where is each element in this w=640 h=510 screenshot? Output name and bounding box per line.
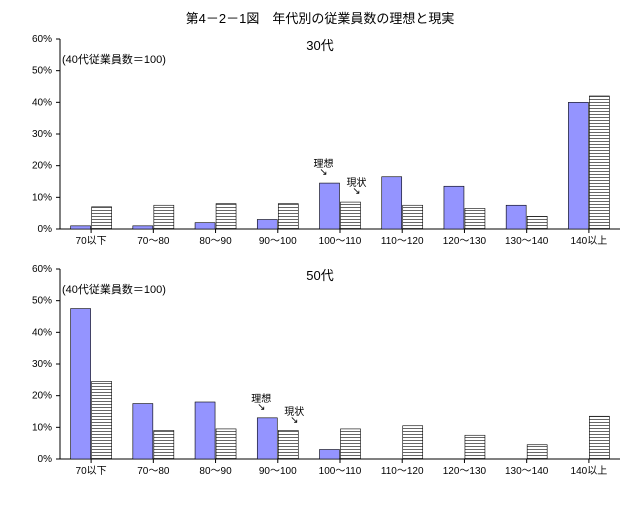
y-tick-label: 30% [32, 359, 52, 370]
charts-container: 30代 (40代従業員数＝100) 0% 10% 20% 30% 40% 50% 60% 70以下… [0, 29, 640, 489]
bar-actual [92, 381, 112, 459]
x-tick-label: 100～110 [319, 466, 362, 477]
chart-panel: 50代 (40代従業員数＝100) 0% 10% 20% 30% 40% 50% 60% 70以下… [10, 259, 630, 489]
anno-ideal: 理想↘ [251, 390, 271, 411]
anno-actual: 現状↘ [284, 403, 304, 424]
y-tick-label: 60% [32, 264, 52, 275]
x-tick-label: 80～90 [199, 236, 232, 247]
x-tick-label: 70以下 [76, 236, 107, 247]
x-tick-label: 140以上 [571, 465, 608, 477]
bar-actual [527, 216, 547, 229]
bar-actual [216, 204, 236, 229]
chart-subtitle: 30代 [306, 35, 333, 54]
x-tick-label: 70以下 [76, 466, 107, 477]
chart-note: (40代従業員数＝100) [62, 51, 166, 67]
y-tick-label: 50% [32, 66, 52, 77]
y-tick-label: 50% [32, 296, 52, 307]
chart-note: (40代従業員数＝100) [62, 281, 166, 297]
bar-ideal [257, 418, 277, 459]
bar-actual [403, 426, 423, 459]
x-tick-label: 110～120 [381, 236, 424, 247]
y-tick-label: 20% [32, 391, 52, 402]
x-tick-label: 120～130 [443, 236, 487, 247]
bar-actual [403, 205, 423, 229]
x-tick-label: 100～110 [319, 236, 362, 247]
bar-actual [92, 207, 112, 229]
bar-ideal [195, 402, 215, 459]
bar-actual [589, 96, 609, 229]
bar-ideal [71, 309, 91, 459]
bar-actual [278, 204, 298, 229]
bar-actual [341, 429, 361, 459]
x-tick-label: 130～140 [505, 236, 549, 247]
bar-actual [278, 431, 298, 460]
figure-title: 第4－2－1図 年代別の従業員数の理想と現実 [0, 0, 640, 29]
bar-ideal [133, 404, 153, 459]
x-tick-label: 120～130 [443, 466, 487, 477]
x-tick-label: 130～140 [505, 466, 549, 477]
bar-ideal [382, 177, 402, 229]
y-tick-label: 20% [32, 161, 52, 172]
bar-ideal [568, 102, 588, 229]
bar-actual [527, 445, 547, 459]
bar-ideal [71, 226, 91, 229]
bar-actual [589, 416, 609, 459]
y-tick-label: 60% [32, 34, 52, 45]
y-tick-label: 0% [38, 454, 53, 465]
x-tick-label: 80～90 [199, 466, 232, 477]
bar-actual [154, 205, 174, 229]
bar-ideal [320, 183, 340, 229]
bar-actual [341, 202, 361, 229]
y-tick-label: 30% [32, 129, 52, 140]
bar-actual [465, 435, 485, 459]
x-tick-label: 140以上 [571, 235, 608, 247]
x-tick-label: 70～80 [137, 466, 170, 477]
anno-ideal: 理想↘ [314, 155, 334, 176]
bar-actual [154, 431, 174, 460]
chart-panel: 30代 (40代従業員数＝100) 0% 10% 20% 30% 40% 50% 60% 70以下… [10, 29, 630, 259]
anno-actual: 現状↘ [347, 174, 367, 195]
y-tick-label: 40% [32, 97, 52, 108]
chart-subtitle: 50代 [306, 265, 333, 284]
y-tick-label: 10% [32, 422, 52, 433]
bar-ideal [506, 205, 526, 229]
bar-actual [465, 208, 485, 229]
y-tick-label: 0% [38, 224, 53, 235]
y-tick-label: 40% [32, 327, 52, 338]
x-tick-label: 90～100 [259, 236, 297, 247]
x-tick-label: 70～80 [137, 236, 170, 247]
bar-ideal [195, 223, 215, 229]
bar-ideal [257, 220, 277, 230]
bar-ideal [444, 186, 464, 229]
x-tick-label: 110～120 [381, 466, 424, 477]
bar-actual [216, 429, 236, 459]
y-tick-label: 10% [32, 192, 52, 203]
bar-ideal [133, 226, 153, 229]
bar-ideal [320, 450, 340, 460]
x-tick-label: 90～100 [259, 466, 297, 477]
